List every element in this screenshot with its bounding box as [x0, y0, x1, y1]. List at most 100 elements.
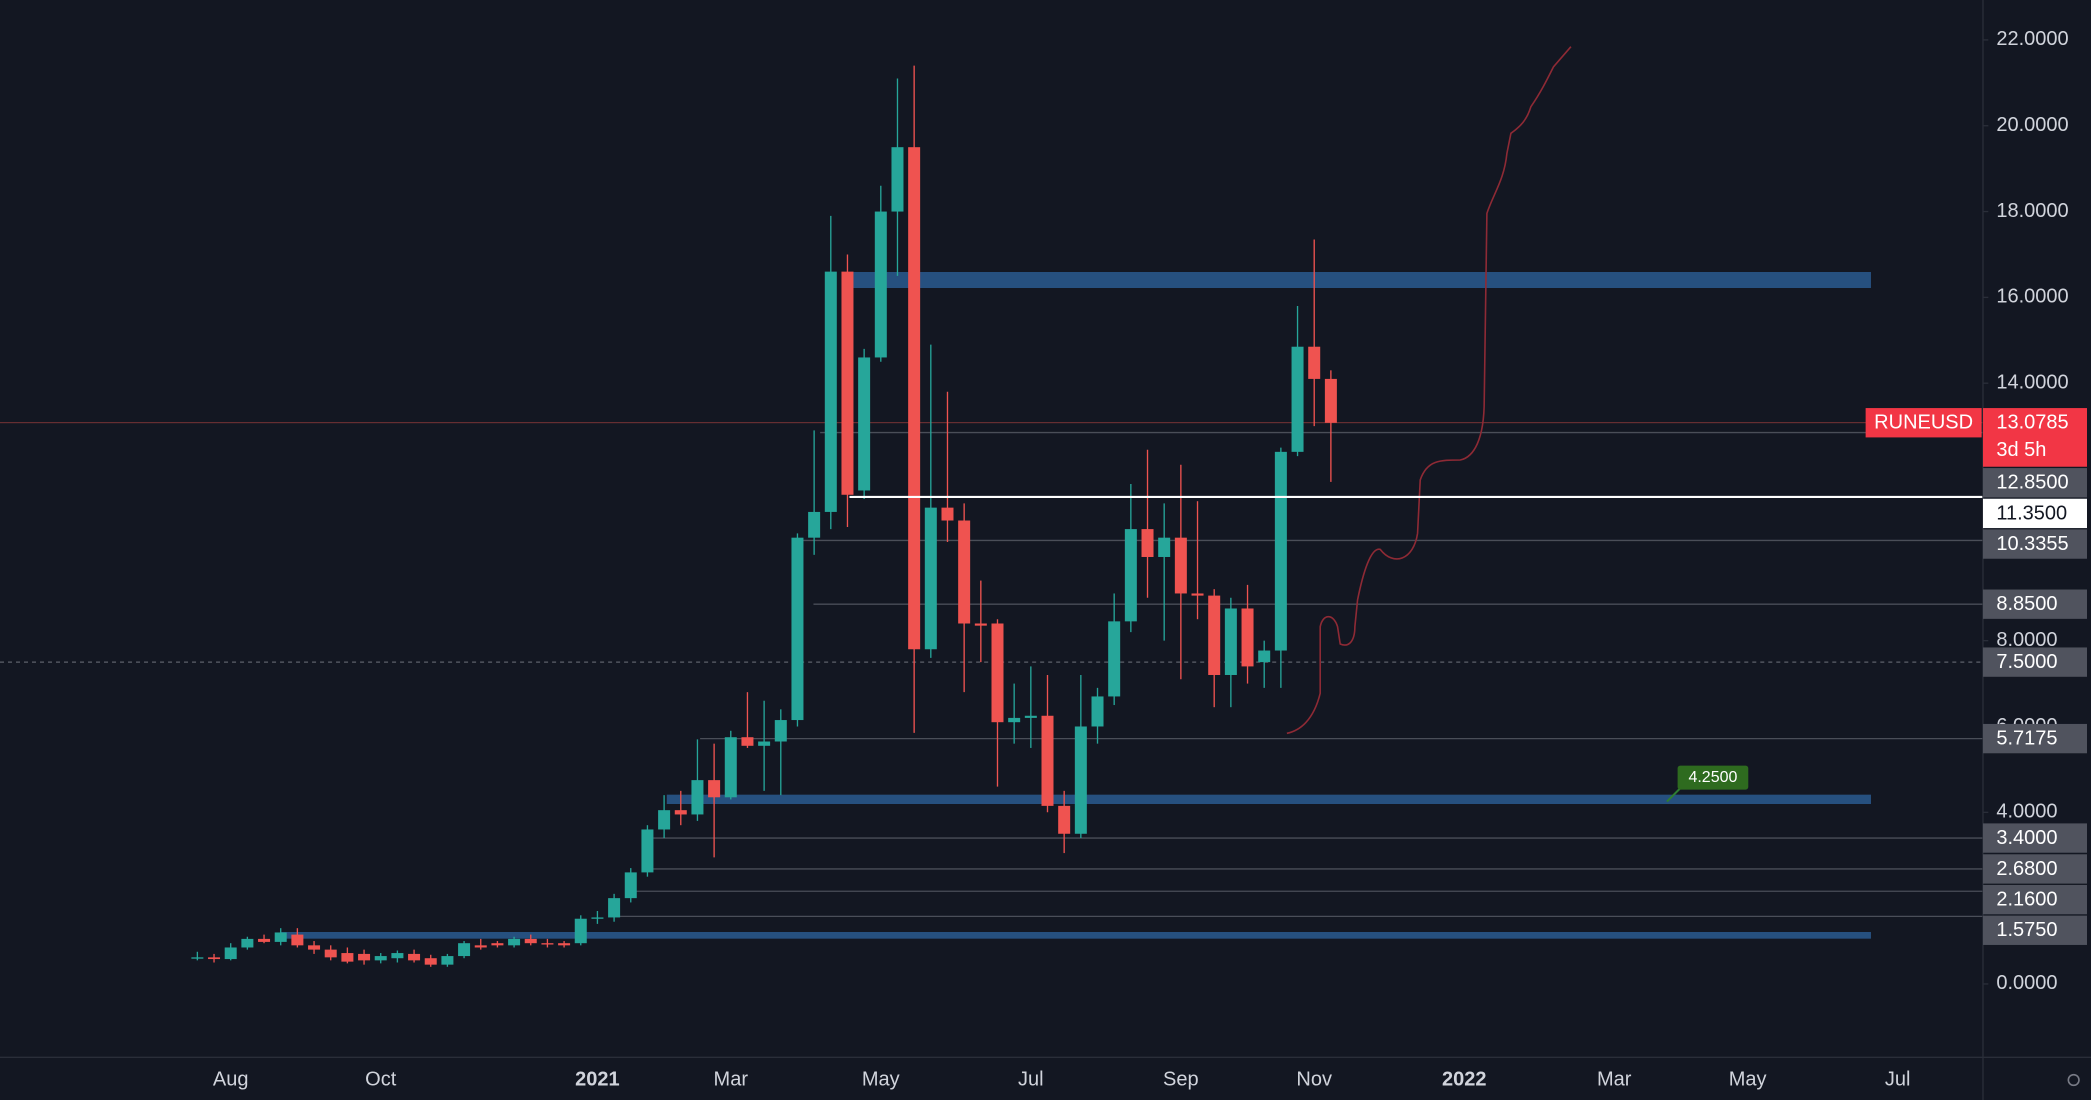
candle-body — [1208, 595, 1221, 675]
candle-body — [541, 943, 554, 945]
labels-layer: 0.00004.00006.00008.000014.000016.000018… — [213, 28, 2087, 1090]
settings-icon[interactable] — [2067, 1073, 2080, 1087]
candle-body — [374, 956, 387, 961]
y-tick-label: 18.0000 — [1996, 200, 2068, 222]
candle-body — [224, 947, 237, 960]
candle-body — [341, 953, 354, 962]
candle-body — [824, 271, 837, 512]
last-price-box — [1982, 408, 2087, 467]
candle-body — [908, 147, 921, 650]
x-tick-label: Nov — [1296, 1068, 1332, 1090]
candle-body — [308, 945, 321, 950]
candle-body — [258, 938, 271, 942]
candle-body — [1224, 608, 1237, 675]
y-tick-label: 8.0000 — [1996, 629, 2057, 651]
x-tick-label: 2021 — [575, 1068, 620, 1090]
candle-body — [708, 780, 721, 798]
y-tick-label: 0.0000 — [1996, 972, 2057, 994]
candle-body — [1324, 378, 1337, 423]
candle-body — [1158, 537, 1171, 557]
candle-body — [1108, 621, 1121, 697]
x-tick-label: May — [862, 1068, 900, 1090]
base-zone — [280, 932, 1871, 939]
candle-body — [924, 507, 937, 650]
candle-body — [974, 623, 987, 626]
x-tick-label: Sep — [1163, 1068, 1199, 1090]
candle-body — [241, 938, 254, 948]
candle-body — [324, 949, 337, 958]
candle-body — [641, 829, 654, 873]
resistance-zone — [853, 272, 1871, 288]
candle-body — [658, 810, 671, 830]
candle-body — [408, 953, 421, 961]
candle-body — [891, 147, 904, 212]
price-line-label-box — [1982, 589, 2087, 619]
candle-body — [691, 780, 704, 815]
price-line-label: 1.5750 — [1996, 919, 2057, 941]
candle-body — [1191, 593, 1204, 596]
candle-body — [758, 741, 771, 746]
candle-body — [808, 511, 821, 538]
symbol-box — [1865, 408, 1982, 438]
candle-body — [591, 917, 604, 919]
callout-pointer — [1666, 787, 1681, 803]
price-line-label-box — [1982, 468, 2087, 498]
candle-body — [1308, 346, 1321, 379]
price-line-label-box — [1982, 915, 2087, 945]
last-price-label: 13.0785 — [1996, 412, 2068, 434]
candle-body — [558, 943, 571, 946]
candle-body — [441, 956, 454, 965]
candle-body — [1274, 451, 1287, 651]
price-line-label-box — [1982, 854, 2087, 884]
y-tick-label: 16.0000 — [1996, 286, 2068, 308]
candle-body — [874, 211, 887, 358]
candle-body — [1124, 529, 1137, 622]
candle-body — [1041, 715, 1054, 806]
candle-body — [841, 271, 854, 495]
candle-body — [624, 872, 637, 899]
candle-body — [941, 507, 954, 521]
candle-body — [1074, 726, 1087, 834]
price-line-label: 7.5000 — [1996, 651, 2057, 673]
x-tick-label: Aug — [213, 1068, 249, 1090]
price-line-label-box — [1982, 647, 2087, 677]
time-axis-bg — [0, 1057, 2091, 1100]
price-line-label: 5.7175 — [1996, 728, 2057, 750]
price-line-label-box — [1982, 723, 2087, 754]
candle-body — [958, 520, 971, 624]
price-line-label-box — [1982, 823, 2087, 853]
price-line-label: 2.1600 — [1996, 889, 2057, 911]
hline-label-box — [1982, 498, 2087, 529]
countdown-label: 3d 5h — [1996, 439, 2046, 461]
candle-body — [191, 957, 204, 959]
candle-body — [991, 623, 1004, 723]
candle-body — [1058, 805, 1071, 834]
y-tick-label: 4.0000 — [1996, 801, 2057, 823]
y-tick-label: 14.0000 — [1996, 371, 2068, 393]
x-tick-label: Jul — [1018, 1068, 1044, 1090]
callout-box — [1677, 765, 1749, 790]
candle-body — [208, 957, 221, 960]
candle-body — [1174, 537, 1187, 594]
price-line-label: 2.6800 — [1996, 858, 2057, 880]
support-zone — [666, 794, 1871, 804]
x-tick-label: Mar — [714, 1068, 749, 1090]
candle-body — [458, 943, 471, 957]
price-lines-layer — [0, 422, 1983, 918]
candle-body — [674, 810, 687, 815]
x-tick-label: 2022 — [1442, 1068, 1487, 1090]
candle-body — [724, 737, 737, 798]
candle-body — [791, 537, 804, 721]
candle-body — [1241, 608, 1254, 667]
candle-body — [608, 898, 621, 918]
x-tick-label: Mar — [1597, 1068, 1632, 1090]
price-line-label-box — [1982, 884, 2087, 915]
price-line-label-box — [1982, 529, 2087, 559]
candle-body — [858, 357, 871, 491]
candle-body — [574, 918, 587, 944]
candle-body — [1008, 717, 1021, 723]
y-tick-label: 20.0000 — [1996, 114, 2068, 136]
price-line-label: 12.8500 — [1996, 472, 2068, 494]
